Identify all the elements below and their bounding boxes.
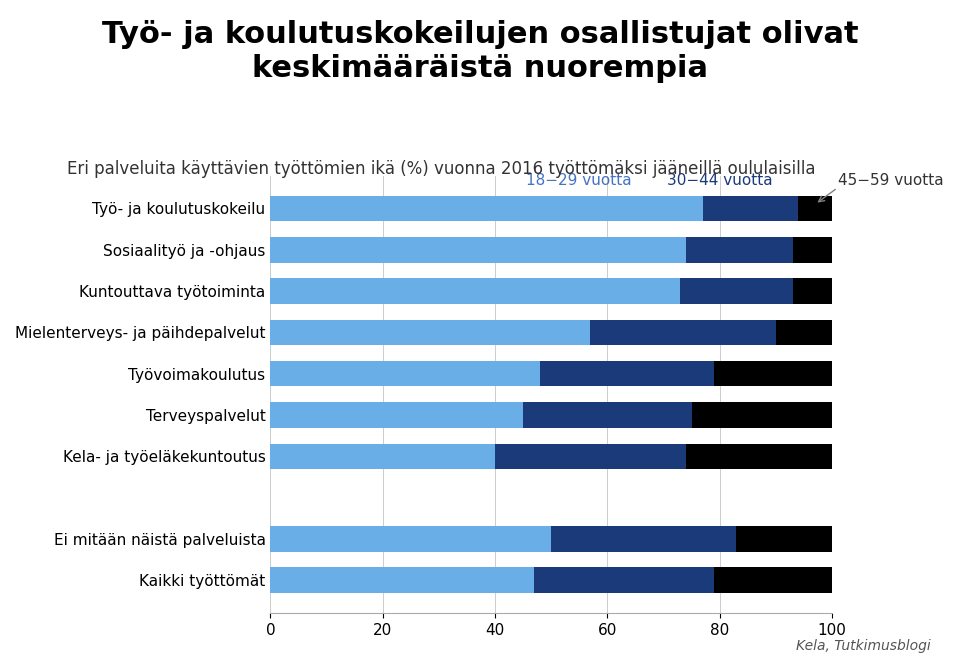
- Bar: [271, 567, 535, 593]
- Bar: [681, 278, 793, 304]
- Bar: [736, 526, 832, 551]
- Bar: [714, 361, 832, 386]
- Bar: [793, 278, 832, 304]
- Bar: [686, 444, 832, 469]
- Text: Eri palveluita käyttävien työttömien ikä (%) vuonna 2016 työttömäksi jääneillä o: Eri palveluita käyttävien työttömien ikä…: [67, 160, 816, 178]
- Bar: [590, 320, 776, 345]
- Bar: [271, 444, 495, 469]
- Bar: [271, 402, 523, 428]
- Bar: [271, 361, 540, 386]
- Bar: [551, 526, 736, 551]
- Bar: [271, 320, 590, 345]
- Bar: [799, 196, 832, 221]
- Text: 18−29 vuotta: 18−29 vuotta: [526, 172, 632, 188]
- Bar: [540, 361, 714, 386]
- Bar: [686, 237, 793, 262]
- Bar: [703, 196, 799, 221]
- Bar: [691, 402, 832, 428]
- Bar: [271, 237, 686, 262]
- Text: 45−59 vuotta: 45−59 vuotta: [837, 172, 943, 188]
- Bar: [523, 402, 691, 428]
- Text: Kela, Tutkimusblogi: Kela, Tutkimusblogi: [797, 639, 931, 653]
- Text: 30−44 vuotta: 30−44 vuotta: [667, 172, 773, 188]
- Bar: [495, 444, 686, 469]
- Text: Työ- ja koulutuskokeilujen osallistujat olivat
keskimääräistä nuorempia: Työ- ja koulutuskokeilujen osallistujat …: [102, 20, 858, 83]
- Bar: [793, 237, 832, 262]
- Bar: [271, 196, 703, 221]
- Bar: [535, 567, 714, 593]
- Bar: [271, 526, 551, 551]
- Bar: [271, 278, 681, 304]
- Bar: [776, 320, 832, 345]
- Bar: [714, 567, 832, 593]
